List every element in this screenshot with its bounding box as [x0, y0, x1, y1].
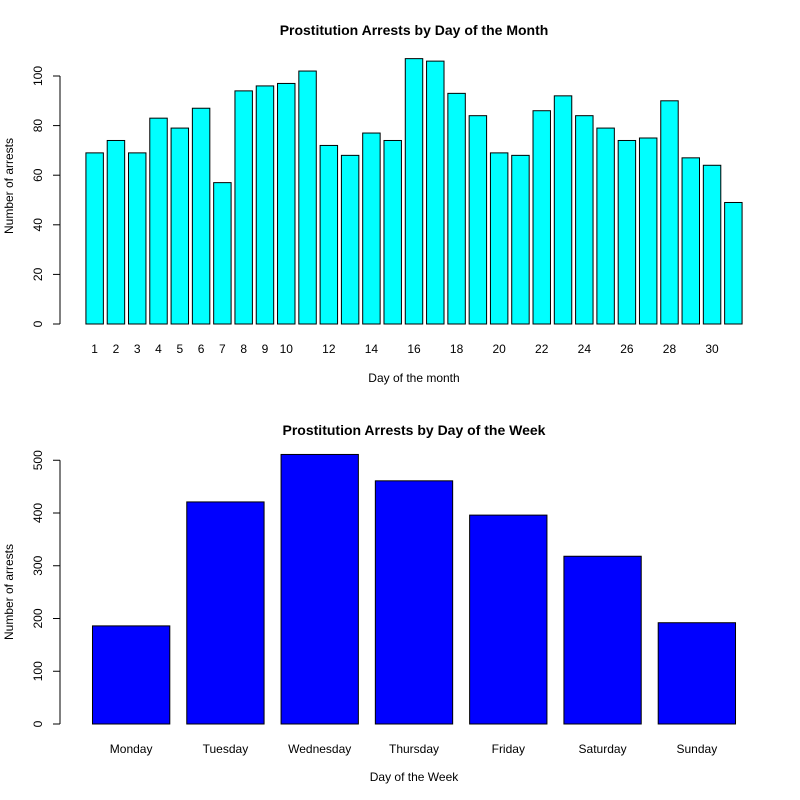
x-tick-label: 3: [134, 342, 141, 356]
x-tick-label: 7: [219, 342, 226, 356]
bar-30: [702, 164, 722, 325]
bar-saturday: [563, 555, 642, 725]
y-tick-label: 0: [31, 720, 45, 727]
x-tick-labels: Monday Tuesday Wednesday Thursday Friday Satu…: [110, 742, 717, 756]
y-tick-label: 400: [31, 503, 45, 523]
y-tick-label: 80: [31, 119, 45, 133]
x-tick-label: 16: [407, 342, 421, 356]
bar-14: [362, 132, 381, 325]
y-tick-label: 100: [31, 66, 45, 86]
bar-sunday: [657, 622, 737, 725]
bar-8: [234, 90, 253, 325]
y-tick-label: 40: [31, 218, 45, 232]
bar-12: [319, 144, 339, 325]
x-tick-label: Wednesday: [288, 742, 351, 756]
x-tick-label: Thursday: [389, 742, 439, 756]
bar-23: [553, 95, 573, 325]
x-tick-label: Tuesday: [203, 742, 249, 756]
bar-monday: [91, 625, 171, 725]
x-tick-label: Friday: [492, 742, 525, 756]
bar-1: [85, 152, 104, 325]
x-tick-label: 6: [198, 342, 205, 356]
bar-thursday: [374, 480, 454, 725]
bar-31: [724, 201, 743, 325]
y-axis: 0 20 40 60 80 100: [31, 66, 61, 327]
x-tick-label: 14: [365, 342, 379, 356]
x-tick-label: 24: [578, 342, 592, 356]
bars: [85, 58, 743, 325]
bar-10: [277, 82, 296, 325]
bar-4: [149, 117, 168, 325]
bar-friday: [469, 514, 548, 725]
x-tick-label: 8: [240, 342, 247, 356]
x-axis-label: Day of the Week: [370, 770, 459, 784]
y-tick-label: 500: [31, 450, 45, 470]
y-tick-label: 0: [31, 320, 45, 327]
day-of-week-chart: Prostitution Arrests by Day of the Week …: [2, 422, 737, 784]
bar-7: [213, 182, 232, 325]
x-tick-label: 22: [535, 342, 549, 356]
bar-3: [127, 152, 147, 325]
bar-2: [106, 139, 126, 325]
x-tick-label: Saturday: [579, 742, 627, 756]
chart-title: Prostitution Arrests by Day of the Month: [280, 22, 549, 38]
day-of-month-chart: Prostitution Arrests by Day of the Month…: [2, 22, 743, 385]
bar-15: [383, 139, 402, 325]
x-tick-labels: 1 2 3 4 5 6 7 8 9 10 12 14 16 18 20 22 24 26 28 30: [91, 342, 719, 356]
bar-28: [660, 100, 679, 325]
y-axis: 0 100 200 300 400 500: [31, 450, 61, 727]
x-tick-label: 30: [705, 342, 719, 356]
x-tick-label: 10: [280, 342, 294, 356]
bar-22: [532, 110, 551, 325]
x-axis-label: Day of the month: [368, 371, 459, 385]
bar-29: [681, 157, 701, 325]
x-tick-label: 1: [91, 342, 98, 356]
bar-27: [638, 137, 658, 325]
x-tick-label: 5: [176, 342, 183, 356]
x-tick-label: 18: [450, 342, 464, 356]
x-tick-label: 9: [262, 342, 269, 356]
y-tick-label: 200: [31, 608, 45, 628]
y-tick-label: 300: [31, 555, 45, 575]
bars: [91, 453, 737, 725]
x-tick-label: Sunday: [677, 742, 718, 756]
y-axis-label: Number of arrests: [2, 138, 16, 234]
bar-11: [298, 70, 317, 325]
bar-16: [404, 58, 424, 325]
bar-13: [340, 154, 360, 325]
bar-25: [596, 127, 615, 325]
bar-24: [575, 115, 594, 325]
x-tick-label: 2: [113, 342, 120, 356]
y-axis-label: Number of arrests: [2, 544, 16, 640]
bar-17: [426, 60, 445, 325]
bar-tuesday: [186, 501, 265, 725]
bar-9: [255, 85, 275, 325]
bar-18: [447, 92, 466, 325]
x-tick-label: 26: [620, 342, 634, 356]
bar-19: [468, 115, 488, 325]
bar-5: [170, 127, 190, 325]
chart-title: Prostitution Arrests by Day of the Week: [283, 422, 546, 438]
x-tick-label: 4: [155, 342, 162, 356]
bar-20: [489, 152, 509, 325]
x-tick-label: Monday: [110, 742, 153, 756]
bar-26: [617, 139, 637, 325]
y-tick-label: 20: [31, 267, 45, 281]
y-tick-label: 60: [31, 168, 45, 182]
x-tick-label: 28: [663, 342, 677, 356]
x-tick-label: 20: [492, 342, 506, 356]
bar-wednesday: [280, 453, 359, 725]
x-tick-label: 12: [322, 342, 336, 356]
bar-6: [191, 107, 211, 325]
y-tick-label: 100: [31, 661, 45, 681]
bar-21: [511, 154, 530, 325]
